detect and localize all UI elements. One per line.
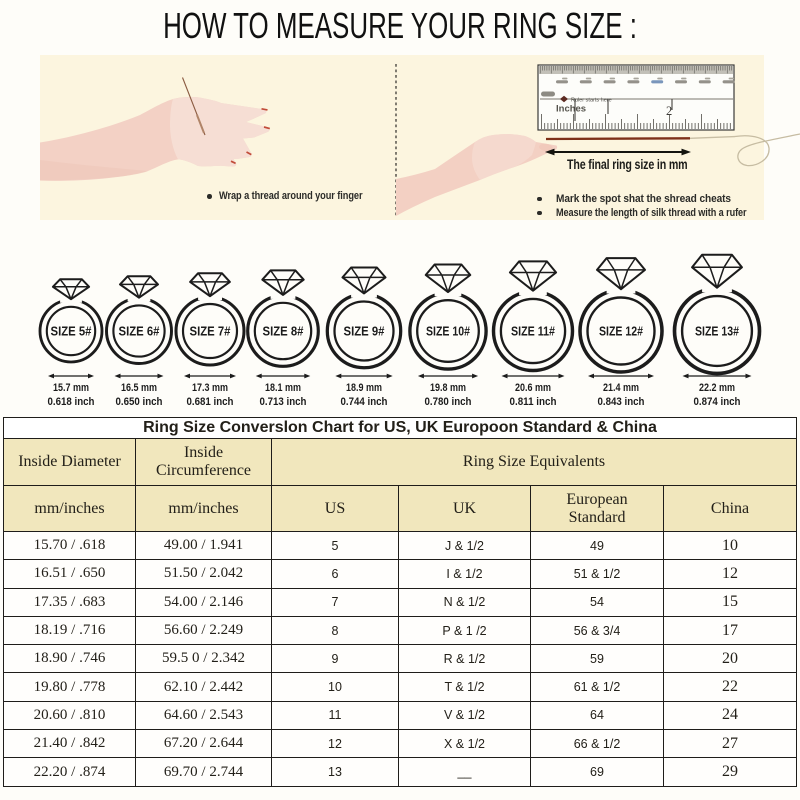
svg-text:SIZE 8#: SIZE 8# — [263, 325, 304, 339]
svg-text:19.8 mm: 19.8 mm — [430, 382, 466, 394]
svg-text:0.811 inch: 0.811 inch — [510, 396, 557, 408]
svg-text:Inches: Inches — [556, 104, 586, 115]
svg-text:0.780 inch: 0.780 inch — [425, 396, 472, 408]
svg-text:SIZE 7#: SIZE 7# — [190, 325, 231, 339]
svg-text:SIZE 12#: SIZE 12# — [599, 325, 643, 339]
svg-text:15.7 mm: 15.7 mm — [53, 382, 89, 394]
svg-text:17.3 mm: 17.3 mm — [192, 382, 228, 394]
svg-text:18.1 mm: 18.1 mm — [265, 382, 301, 394]
svg-text:22.2 mm: 22.2 mm — [699, 382, 735, 394]
svg-text:0.650 inch: 0.650 inch — [116, 396, 163, 408]
svg-text:0.874 inch: 0.874 inch — [694, 396, 741, 408]
svg-text:16.5 mm: 16.5 mm — [121, 382, 157, 394]
svg-text:20.6 mm: 20.6 mm — [515, 382, 551, 394]
svg-text:SIZE 5#: SIZE 5# — [51, 325, 92, 339]
svg-text:SIZE 13#: SIZE 13# — [695, 325, 739, 339]
svg-text:SIZE 9#: SIZE 9# — [344, 325, 385, 339]
svg-text:SIZE 11#: SIZE 11# — [511, 325, 555, 339]
svg-text:21.4 mm: 21.4 mm — [603, 382, 639, 394]
svg-text:SIZE 6#: SIZE 6# — [119, 325, 160, 339]
svg-text:0.681 inch: 0.681 inch — [187, 396, 234, 408]
svg-text:18.9 mm: 18.9 mm — [346, 382, 382, 394]
svg-text:0.618 inch: 0.618 inch — [48, 396, 95, 408]
svg-text:0.744 inch: 0.744 inch — [341, 396, 388, 408]
svg-text:SIZE 10#: SIZE 10# — [426, 325, 470, 339]
svg-text:2: 2 — [666, 104, 672, 118]
svg-text:0.713 inch: 0.713 inch — [260, 396, 307, 408]
svg-text:Ruler starts here: Ruler starts here — [571, 98, 612, 104]
svg-text:0.843 inch: 0.843 inch — [598, 396, 645, 408]
